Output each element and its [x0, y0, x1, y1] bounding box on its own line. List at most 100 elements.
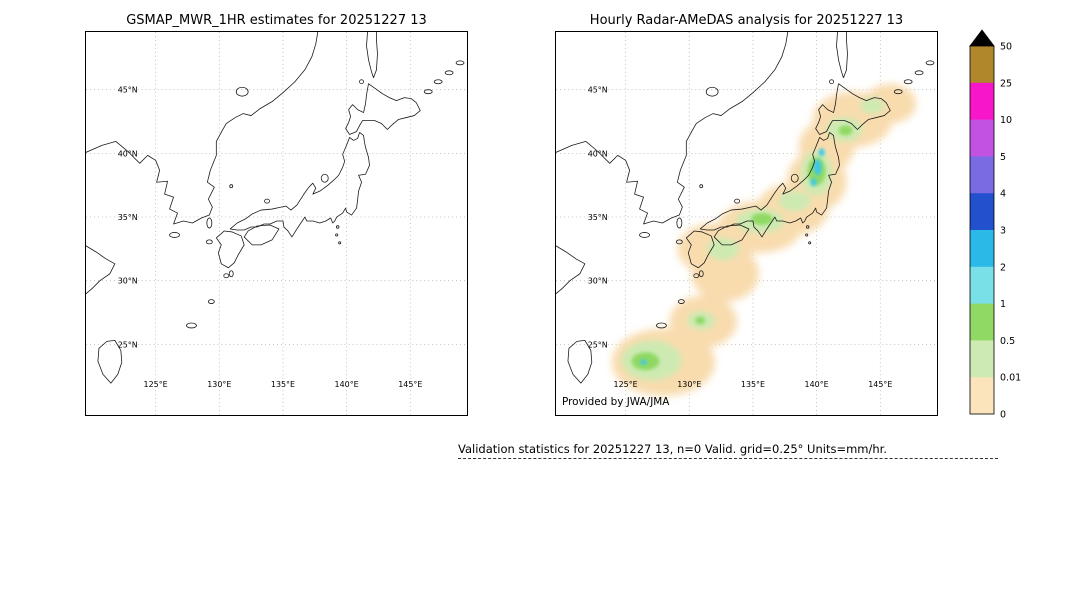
coastline — [567, 339, 593, 384]
colorbar-tick-label: 2 — [1000, 262, 1006, 273]
panel-title-gsmap: GSMAP_MWR_1HR estimates for 20251227 13 — [126, 13, 427, 28]
lon-tick-label: 135°E — [271, 380, 295, 389]
colorbar-overflow-triangle — [969, 29, 995, 47]
colorbar-tick-label: 5 — [1000, 152, 1006, 163]
colorbar-tick-label: 0.01 — [1000, 373, 1021, 384]
validation-caption: Validation statistics for 20251227 13, n… — [458, 442, 887, 456]
island — [693, 273, 700, 279]
colorbar: 50 25 10 5 4 3 2 1 0.5 0.01 0 — [969, 29, 1033, 419]
island — [359, 79, 364, 85]
colorbar-segment — [970, 266, 994, 304]
lon-tick-label: 135°E — [741, 380, 765, 389]
island — [423, 89, 433, 95]
lat-tick-label: 25°N — [588, 340, 608, 349]
island — [228, 270, 234, 278]
colorbar-segment — [970, 230, 994, 268]
lat-tick-label: 45°N — [118, 86, 138, 95]
island — [264, 198, 270, 204]
island — [444, 70, 454, 76]
coastline — [366, 32, 378, 79]
island — [320, 173, 329, 183]
lon-tick-label: 125°E — [144, 380, 168, 389]
island — [656, 322, 667, 329]
island — [338, 241, 342, 245]
colorbar-segment — [970, 340, 994, 378]
colorbar-tick-label: 25 — [1000, 78, 1012, 89]
island — [186, 322, 197, 329]
island — [790, 173, 799, 183]
island — [893, 89, 903, 95]
island — [925, 60, 935, 66]
coastline — [97, 339, 123, 384]
coastline — [86, 32, 319, 225]
coastline — [229, 132, 370, 238]
island — [335, 225, 340, 229]
coastline — [215, 230, 245, 269]
coastline — [86, 245, 116, 295]
map-panel-gsmap: 45°N 40°N 35°N 30°N 25°N 125°E 130°E 135°E 140°E… — [85, 31, 468, 416]
coastline — [815, 83, 891, 135]
coastline — [345, 83, 421, 135]
precip-layer-heavier-2-3mm — [640, 148, 825, 365]
island — [829, 79, 834, 85]
lat-tick-label: 35°N — [118, 213, 138, 222]
island — [903, 79, 913, 85]
lon-tick-label: 130°E — [207, 380, 231, 389]
lat-tick-label: 30°N — [588, 277, 608, 286]
colorbar-segment — [970, 377, 994, 415]
colorbar-segment — [970, 46, 994, 84]
island — [229, 184, 234, 189]
colorbar-segment — [970, 193, 994, 231]
colorbar-segment — [970, 156, 994, 194]
lat-tick-label: 40°N — [118, 149, 138, 158]
lat-tick-label: 30°N — [118, 277, 138, 286]
map-radar: 45°N 40°N 35°N 30°N 25°N 125°E 130°E 135°E 140°E… — [556, 32, 937, 415]
lon-tick-label: 130°E — [677, 380, 701, 389]
island — [433, 79, 443, 85]
colorbar-tick-label: 1 — [1000, 299, 1006, 310]
colorbar-tick-label: 50 — [1000, 42, 1012, 53]
coastline — [243, 224, 280, 246]
colorbar-outline — [969, 45, 995, 415]
island — [805, 225, 810, 229]
island — [705, 86, 719, 97]
lon-tick-label: 145°E — [398, 380, 422, 389]
colorbar-scale: 50 25 10 5 4 3 2 1 0.5 0.01 0 — [969, 29, 1021, 419]
lon-tick-label: 145°E — [868, 380, 892, 389]
island — [676, 217, 683, 229]
lat-tick-label: 35°N — [588, 213, 608, 222]
caption-underline — [458, 458, 998, 459]
lat-tick-label: 40°N — [588, 149, 608, 158]
lon-tick-label: 125°E — [614, 380, 638, 389]
colorbar-tick-label: 10 — [1000, 115, 1012, 126]
lat-tick-label: 25°N — [118, 340, 138, 349]
island — [335, 233, 339, 237]
colorbar-segment — [970, 82, 994, 120]
coastline — [699, 132, 840, 238]
island — [206, 217, 213, 229]
coastline — [556, 32, 789, 225]
island — [169, 232, 180, 238]
island — [677, 299, 685, 304]
colorbar-segment — [970, 303, 994, 341]
colorbar-tick-label: 0.5 — [1000, 336, 1015, 347]
island — [205, 239, 213, 245]
island — [639, 232, 650, 238]
colorbar-tick-label: 3 — [1000, 226, 1006, 237]
island — [698, 270, 704, 278]
lon-tick-label: 140°E — [805, 380, 829, 389]
island — [207, 299, 215, 304]
island — [699, 184, 704, 189]
island — [455, 60, 465, 66]
colorbar-segment — [970, 119, 994, 157]
island — [914, 70, 924, 76]
island — [235, 86, 249, 97]
island — [675, 239, 683, 245]
island — [734, 198, 740, 204]
panel-title-radar: Hourly Radar-AMeDAS analysis for 2025122… — [589, 13, 904, 28]
coastline — [836, 32, 848, 79]
credit-label: Provided by JWA/JMA — [562, 396, 670, 408]
lat-tick-label: 45°N — [588, 86, 608, 95]
lon-tick-label: 140°E — [335, 380, 359, 389]
coastline — [556, 245, 586, 295]
